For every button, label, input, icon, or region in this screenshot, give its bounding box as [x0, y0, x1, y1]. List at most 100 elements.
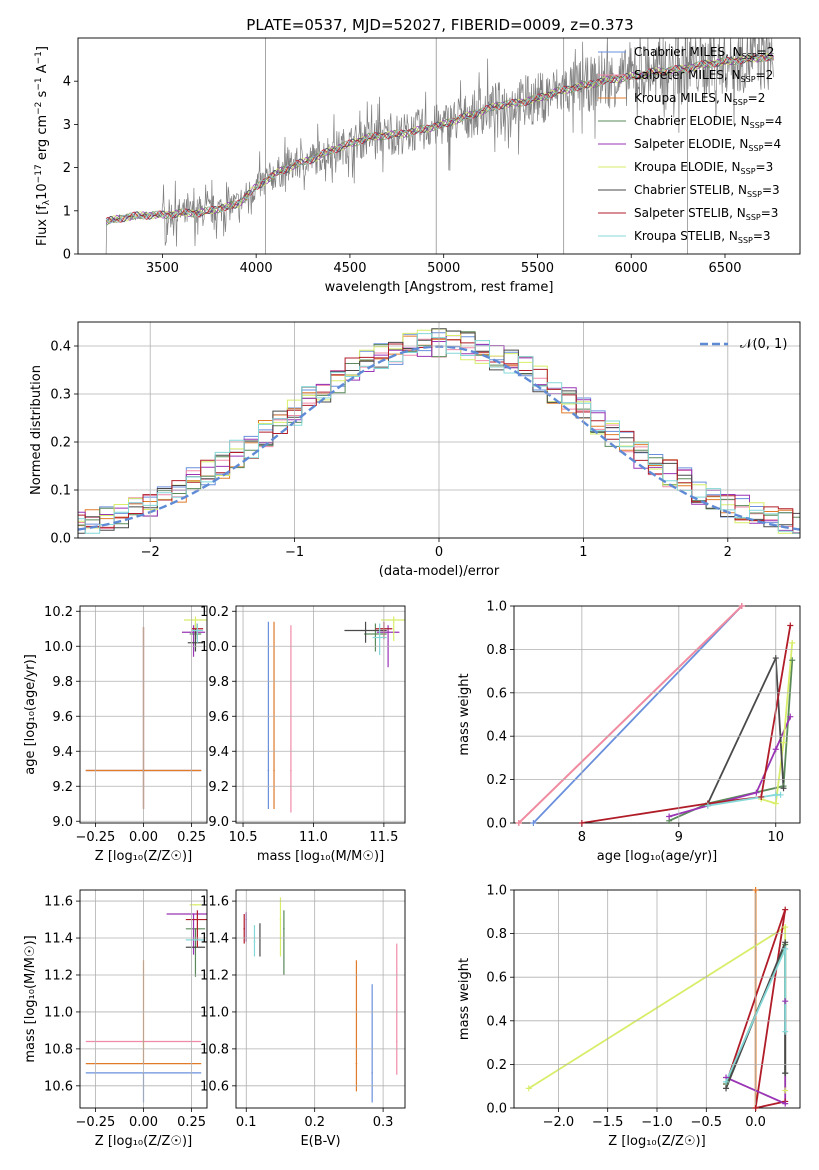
- x-tick-label: −0.25: [75, 830, 115, 845]
- data-point: [355, 1062, 358, 1065]
- x-axis-label: mass [log₁₀(M/M☉)]: [257, 849, 384, 864]
- x-tick-label: 6500: [708, 261, 741, 276]
- legend-entry: Salpeter STELIB, NSSP=3: [634, 206, 778, 222]
- data-point: [279, 918, 282, 921]
- axes-frame: [235, 889, 406, 1109]
- legend-entry: Chabrier ELODIE, NSSP=4: [634, 114, 782, 130]
- y-tick-label: 10.0: [44, 640, 73, 655]
- y-axis-label: Normed distribution: [29, 365, 44, 495]
- legend-entry: Salpeter ELODIE, NSSP=4: [634, 137, 781, 153]
- x-tick-label: 11.0: [299, 830, 328, 845]
- data-point: [290, 769, 292, 772]
- data-point: [196, 629, 199, 632]
- x-axis-label: age [log₁₀(age/yr)]: [597, 849, 718, 864]
- weight-marker: [789, 639, 796, 646]
- x-tick-label: 0.1: [236, 1115, 257, 1130]
- y-tick-label: 0.2: [486, 1058, 507, 1073]
- plot-area: [105, 38, 775, 254]
- x-tick-label: 0.25: [177, 830, 206, 845]
- y-tick-label: 9.4: [208, 745, 229, 760]
- weight-marker: [666, 813, 673, 820]
- weight-marker: [782, 1070, 789, 1077]
- weight-marker: [782, 924, 789, 931]
- weight-line: [518, 606, 743, 823]
- weight-marker: [723, 1078, 730, 1085]
- y-tick-label: 9.4: [52, 745, 73, 760]
- weight-marker: [782, 939, 789, 946]
- weight-marker: [772, 800, 779, 807]
- legend-entry: Chabrier MILES, NSSP=2: [634, 45, 774, 61]
- y-tick-label: 11.4: [200, 932, 229, 947]
- axes-frame: [79, 605, 208, 824]
- legend-entry: Kroupa STELIB, NSSP=3: [634, 229, 771, 245]
- plot-area: [85, 616, 207, 809]
- weight-marker: [782, 1100, 789, 1107]
- panel-spectrum: 3500 4000 4500 5000 5500 6000 6500 0 1 2 3 4 wavelen…: [34, 37, 801, 295]
- y-tick-label: 0.0: [50, 532, 71, 547]
- x-tick-label: 1: [579, 545, 587, 560]
- y-tick-label: 9.2: [52, 780, 73, 795]
- weight-marker: [777, 791, 784, 798]
- x-tick-label: 3500: [146, 261, 179, 276]
- weight-line: [668, 660, 794, 822]
- weight-marker: [752, 887, 759, 893]
- x-axis-label: Z [log₁₀(Z/Z☉)]: [95, 1134, 192, 1149]
- y-axis-label: Flux [fλ10−17 erg cm−2 s−1 A−1]: [34, 46, 52, 246]
- y-tick-label: 11.6: [44, 895, 73, 910]
- x-tick-label: 5000: [427, 261, 460, 276]
- x-tick-label: 2: [724, 545, 732, 560]
- weight-marker: [782, 998, 789, 1005]
- weight-marker: [780, 785, 787, 792]
- x-tick-label: 9: [675, 830, 683, 845]
- data-point: [387, 631, 389, 634]
- axes-frame: [79, 889, 208, 1109]
- x-axis-label: Z [log₁₀(Z/Z☉)]: [608, 1134, 705, 1149]
- x-axis-label: E(B-V): [300, 1134, 340, 1149]
- y-axis-label: age [log₁₀(age/yr)]: [23, 654, 38, 775]
- data-point: [192, 631, 195, 634]
- panel-residuals: −2 −1 0 1 2 0.0 0.1 0.2 0.3 0.4 (data-model)/error…: [29, 321, 801, 579]
- data-point: [378, 636, 381, 639]
- data-point: [253, 940, 256, 943]
- weight-marker: [772, 746, 779, 753]
- y-tick-label: 0.0: [486, 817, 507, 832]
- weight-marker: [782, 945, 789, 952]
- data-point: [243, 927, 246, 930]
- y-tick-label: 11.2: [44, 968, 73, 983]
- y-axis-label: mass [log₁₀(M/M☉)]: [23, 935, 38, 1062]
- axes-frame: [77, 37, 801, 255]
- x-tick-label: −0.25: [75, 1115, 115, 1130]
- model-line: [105, 54, 775, 224]
- y-tick-label: 0.6: [486, 686, 507, 701]
- y-tick-label: 0.8: [486, 643, 507, 658]
- axes-frame: [513, 889, 801, 1109]
- weight-marker: [780, 739, 787, 746]
- x-tick-label: 10: [767, 830, 784, 845]
- y-tick-label: 2: [63, 161, 71, 176]
- y-tick-label: 11.4: [44, 932, 73, 947]
- legend-entry: Kroupa MILES, NSSP=2: [634, 91, 765, 107]
- x-tick-label: 0.00: [129, 1115, 158, 1130]
- x-tick-label: 10.5: [229, 830, 258, 845]
- weight-marker: [758, 793, 765, 800]
- x-tick-label: −1.0: [641, 1115, 673, 1130]
- panel-weight-vs-age: 8 9 10 0.0 0.2 0.4 0.6 0.8 1.0 age [log₁₀(age/yr)…: [457, 600, 801, 864]
- plot-area: [243, 897, 398, 1103]
- y-tick-label: 10.2: [44, 605, 73, 620]
- x-tick-label: 11.5: [369, 830, 398, 845]
- legend-entry: Salpeter MILES, NSSP=2: [634, 68, 773, 84]
- y-tick-label: 9.8: [52, 675, 73, 690]
- y-tick-label: 0.2: [50, 436, 71, 451]
- data-point: [364, 629, 367, 632]
- weight-marker: [782, 1087, 789, 1094]
- weight-line: [581, 625, 792, 823]
- y-tick-label: 1.0: [486, 884, 507, 899]
- data-point: [194, 903, 197, 906]
- panel-mass-vs-z: −0.25 0.00 0.25 10.6 10.8 11.0 11.2 11.4 11.6 Z […: [23, 889, 208, 1149]
- y-axis-label: mass weight: [457, 958, 472, 1040]
- y-tick-label: 0: [63, 248, 71, 263]
- weight-marker: [738, 603, 745, 609]
- x-tick-label: −2.0: [543, 1115, 575, 1130]
- y-tick-label: 0.8: [486, 927, 507, 942]
- y-tick-label: 11.0: [44, 1005, 73, 1020]
